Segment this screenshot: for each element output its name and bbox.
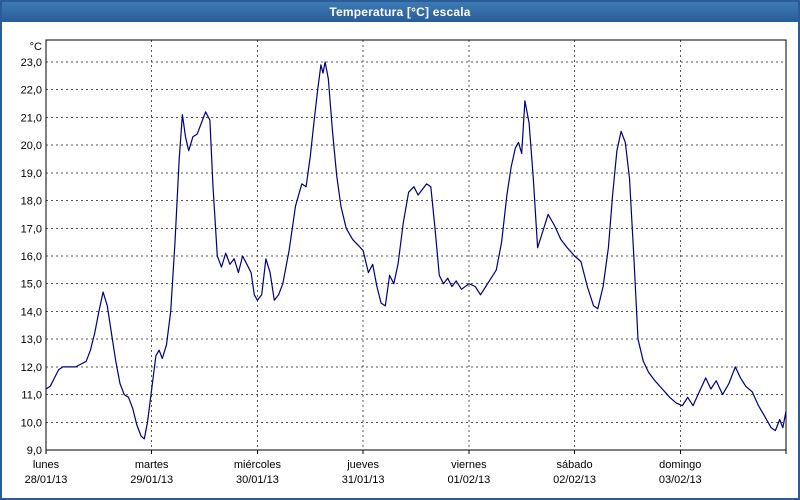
y-tick-label: 23,0 (21, 57, 42, 69)
plot-border (45, 39, 787, 451)
day-date-label: 01/02/13 (447, 474, 490, 486)
day-date-label: 03/02/13 (659, 474, 702, 486)
day-name-label: sábado (557, 459, 593, 471)
y-tick-label: 18,0 (21, 196, 42, 208)
y-tick-label: 14,0 (21, 306, 42, 318)
y-tick-label: 9,0 (27, 445, 42, 457)
y-tick-label: 21,0 (21, 112, 42, 124)
chart-area: °C 23,0 22,0 21,0 20,0 19,0 18,0 17,0 16,0 15,0 14… (2, 22, 798, 498)
day-name-label: martes (135, 459, 169, 471)
y-tick-label: 20,0 (21, 140, 42, 152)
y-tick-label: 19,0 (21, 168, 42, 180)
y-tick-label: 10,0 (21, 417, 42, 429)
day-date-label: 29/01/13 (130, 474, 173, 486)
title-bar: Temperatura [°C] escala (2, 2, 798, 22)
temperature-series-line (45, 61, 787, 440)
y-tick-label: 13,0 (21, 334, 42, 346)
day-name-label: viernes (451, 459, 487, 471)
y-tick-label: 16,0 (21, 251, 42, 263)
day-name-label: miércoles (234, 459, 282, 471)
temperature-line-chart: °C 23,0 22,0 21,0 20,0 19,0 18,0 17,0 16,0 15,0 14… (21, 39, 787, 486)
day-date-label: 30/01/13 (236, 474, 279, 486)
y-tick-label: 15,0 (21, 279, 42, 291)
y-tick-label: 12,0 (21, 362, 42, 374)
y-tick-label: 11,0 (21, 390, 42, 402)
day-name-label: lunes (33, 459, 60, 471)
day-name-label: domingo (659, 459, 701, 471)
y-tick-label: 22,0 (21, 85, 42, 97)
window-title: Temperatura [°C] escala (329, 5, 471, 19)
day-name-label: jueves (346, 459, 379, 471)
y-axis-unit: °C (30, 41, 42, 53)
day-date-label: 02/02/13 (553, 474, 596, 486)
y-tick-label: 17,0 (21, 223, 42, 235)
day-date-label: 28/01/13 (25, 474, 68, 486)
gridlines (46, 40, 786, 450)
day-date-label: 31/01/13 (342, 474, 385, 486)
